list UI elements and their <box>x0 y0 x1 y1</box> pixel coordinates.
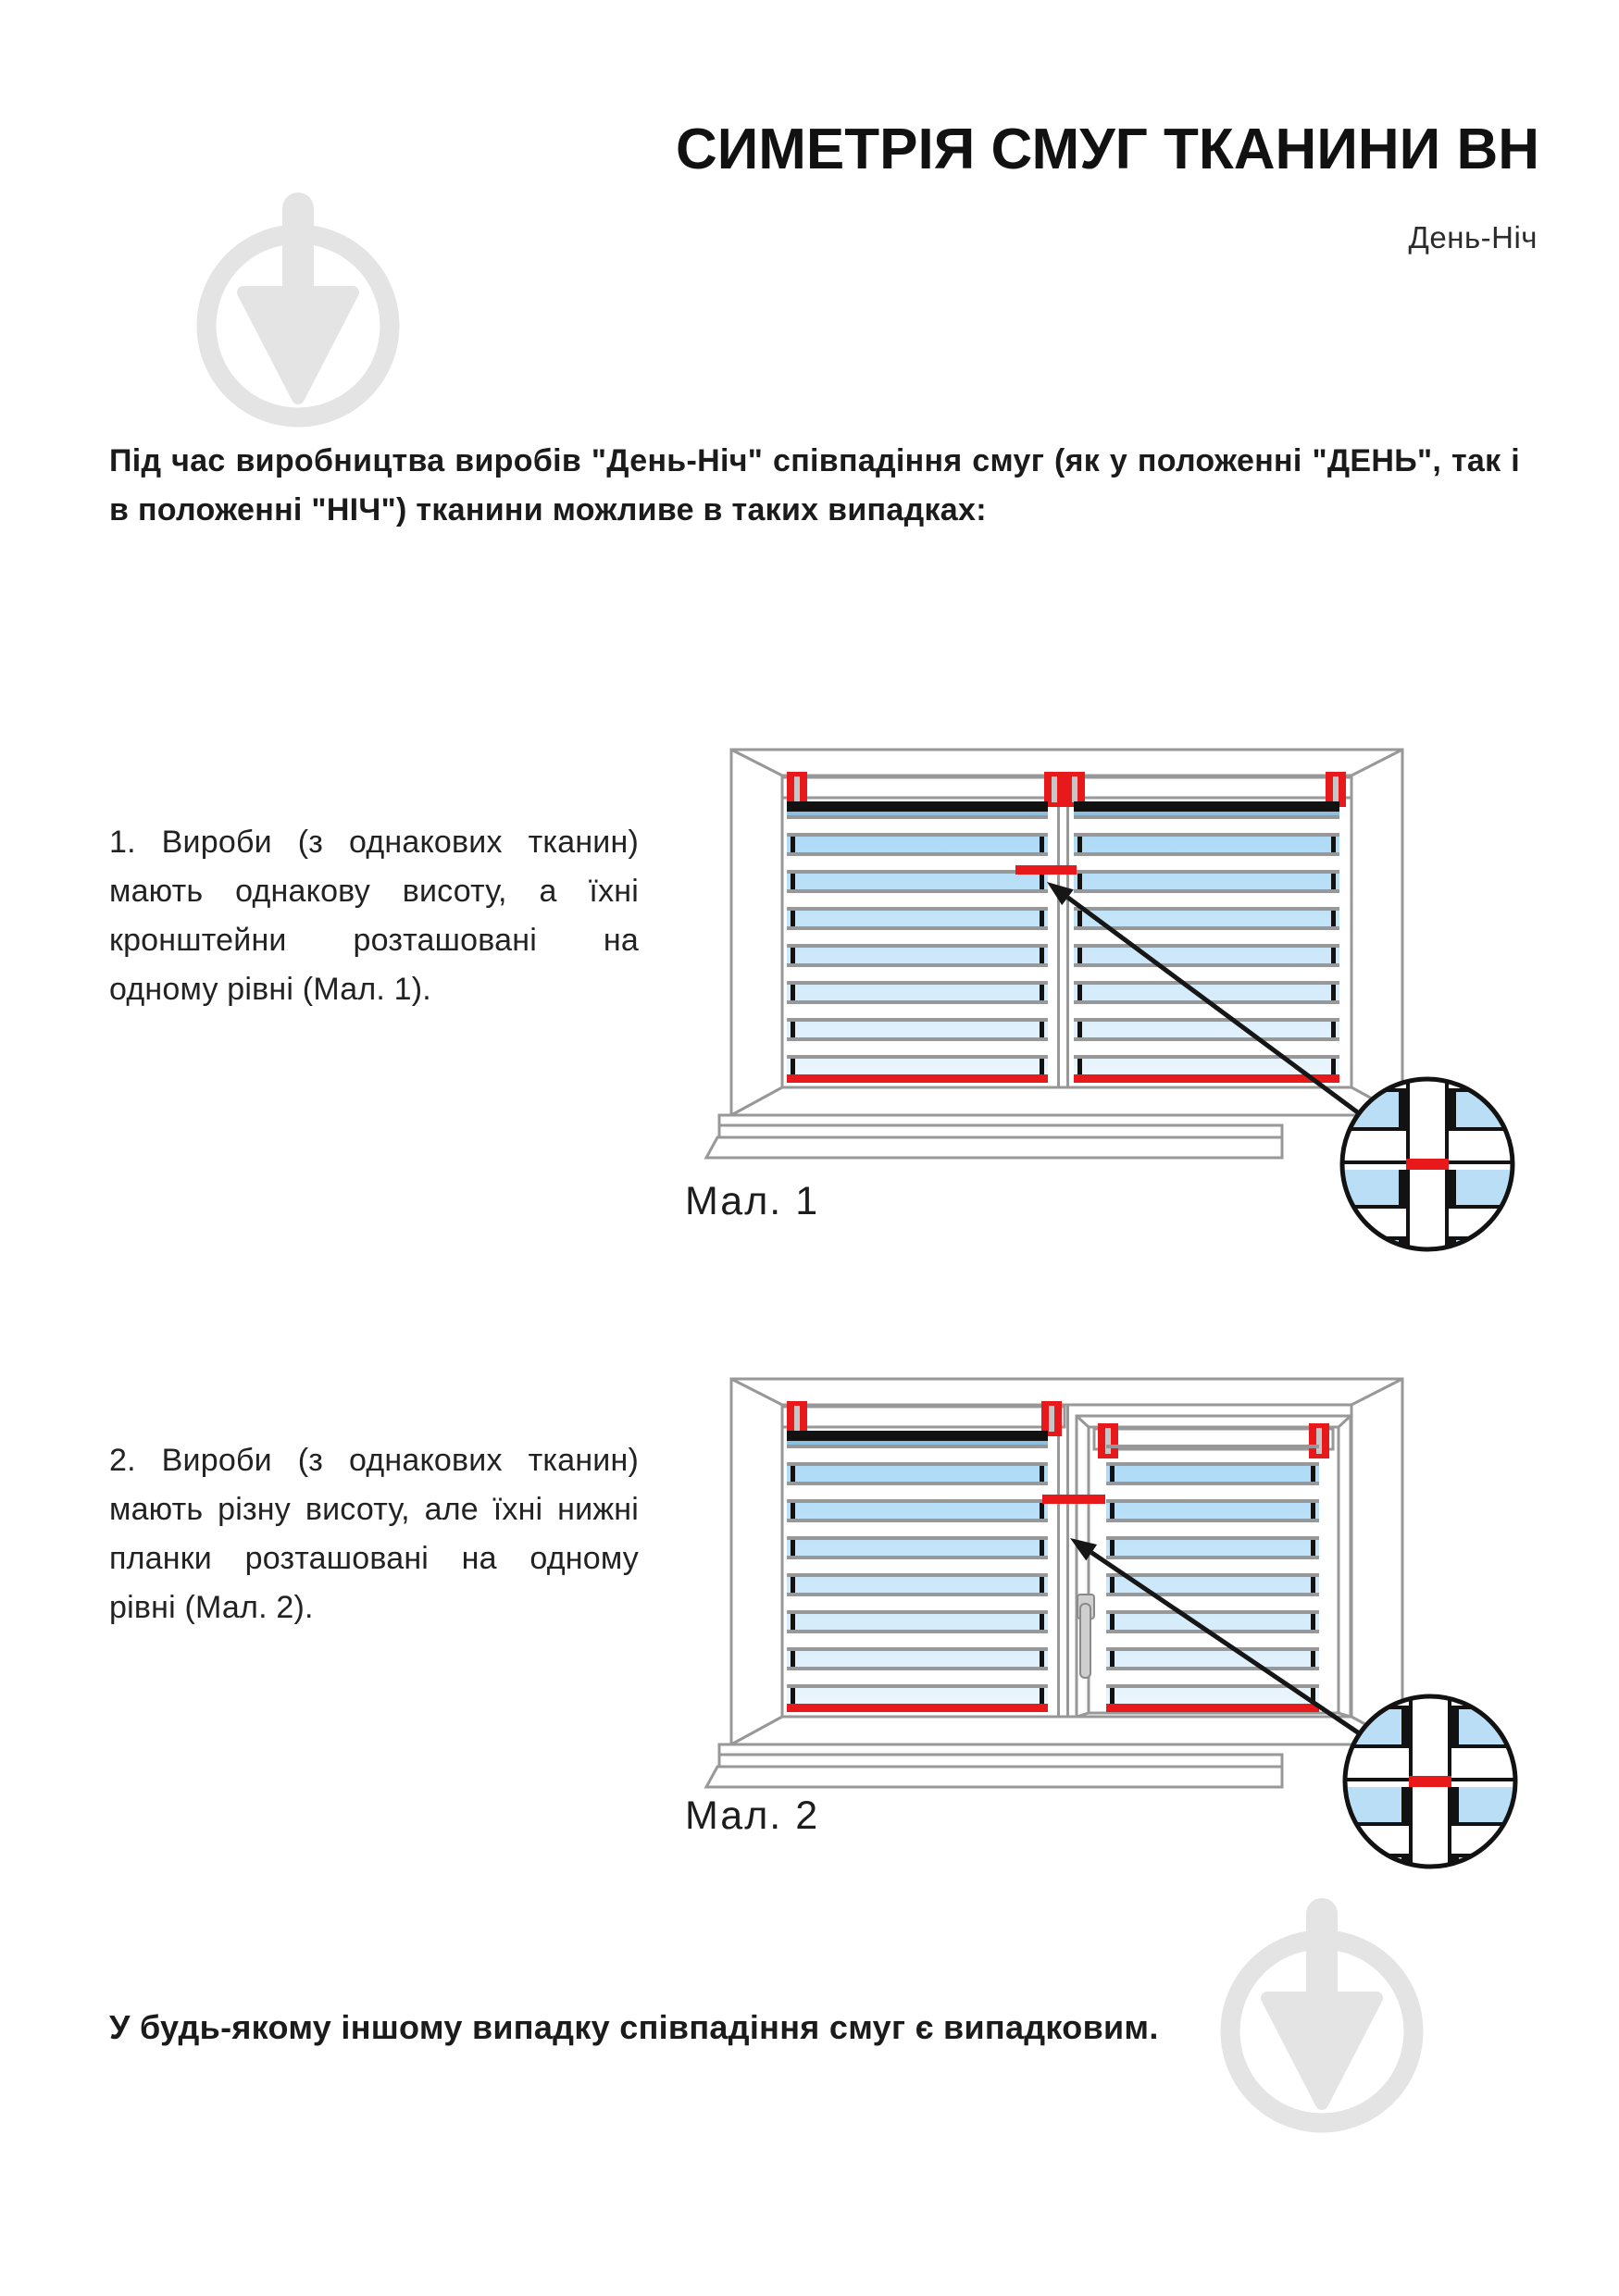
trowel-logo-watermark-icon <box>1220 1898 1424 2133</box>
item-2-text: 2. Вироби (з однакових тканин) мають різ… <box>109 1443 639 1625</box>
item-1-text: 1. Вироби (з однакових тканин) мають одн… <box>109 825 639 1007</box>
trowel-logo-watermark-icon <box>196 192 400 428</box>
page-title: СИМЕТРІЯ СМУГ ТКАНИНИ ВН <box>675 118 1539 181</box>
footer-text: У будь-якому іншому випадку співпадіння … <box>109 2008 1159 2046</box>
figure-2-caption: Мал. 2 <box>685 1793 820 1838</box>
figure-1-diagram <box>704 748 1515 1252</box>
figure-2-diagram <box>704 1377 1518 1869</box>
figure-1-caption: Мал. 1 <box>685 1179 820 1223</box>
page-subtitle: День-Ніч <box>1408 220 1538 254</box>
intro-text: Під час виробництва виробів "День-Ніч" с… <box>109 443 1520 527</box>
